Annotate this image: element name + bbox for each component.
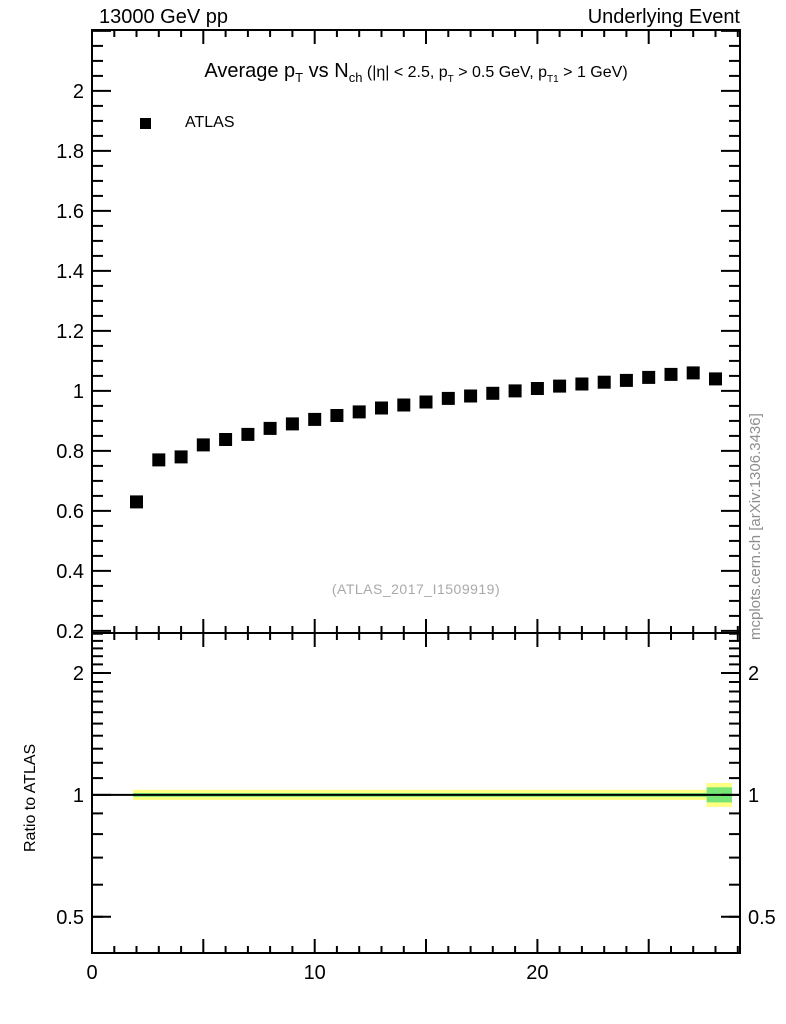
svg-text:1.6: 1.6: [56, 201, 84, 223]
chart-content: 0 10 20 0.2 0.4 0.6 0.8 1 1.2 1.4 1.6 1.8 2 2 2 1 1 0.5 0.…: [56, 29, 776, 984]
svg-text:1: 1: [73, 785, 84, 807]
data-point: [375, 401, 388, 415]
data-point: [219, 433, 233, 446]
svg-text:1.2: 1.2: [56, 321, 84, 343]
data-point: [130, 495, 143, 509]
data-point: [352, 405, 366, 419]
svg-text:0.8: 0.8: [56, 441, 84, 463]
data-point: [709, 372, 722, 386]
title-segment: vs N: [303, 60, 349, 82]
data-point: [330, 409, 344, 422]
data-point: [597, 375, 611, 389]
legend-item: ATLAS: [140, 112, 235, 134]
svg-text:2: 2: [73, 663, 84, 685]
title-segment: > 1 GeV): [558, 64, 628, 81]
header-analysis-type: Underlying Event: [587, 6, 740, 28]
data-point: [530, 382, 544, 395]
data-point: [508, 384, 522, 398]
svg-text:0: 0: [86, 962, 97, 984]
legend-label: ATLAS: [185, 114, 235, 131]
svg-text:0.6: 0.6: [56, 501, 84, 523]
svg-text:1.8: 1.8: [56, 141, 84, 163]
data-point: [664, 367, 678, 381]
ratio-panel-frame: [91, 632, 741, 954]
data-point: [419, 395, 433, 409]
svg-text:0.5: 0.5: [56, 907, 84, 929]
data-point: [686, 366, 700, 380]
data-point: [152, 453, 166, 467]
data-point: [486, 386, 500, 400]
svg-text:1: 1: [73, 381, 84, 403]
svg-text:20: 20: [526, 962, 548, 984]
data-point: [397, 398, 411, 412]
data-point: [241, 427, 255, 441]
data-point: [575, 377, 589, 391]
title-segment: T: [447, 74, 454, 85]
svg-text:2: 2: [748, 663, 759, 685]
data-point: [285, 417, 299, 431]
data-point: [464, 389, 478, 403]
data-point: [308, 412, 322, 426]
title-segment: Average p: [204, 60, 296, 82]
data-point: [174, 450, 188, 464]
ratio-axis-label: Ratio to ATLAS: [22, 743, 39, 852]
title-segment: ch: [348, 70, 363, 85]
filled-square-icon: [140, 117, 151, 129]
title-segment: > 0.5 GeV, p: [453, 64, 548, 81]
data-point: [553, 379, 567, 393]
title-segment: T: [295, 70, 304, 85]
svg-text:10: 10: [304, 962, 326, 984]
svg-text:0.5: 0.5: [748, 907, 776, 929]
data-point: [619, 373, 633, 387]
data-point: [263, 421, 277, 435]
data-point: [441, 391, 455, 405]
header-beam-energy: 13000 GeV pp: [99, 6, 228, 28]
side-note-mcplots: mcplots.cern.ch [arXiv:1306.3436]: [747, 413, 764, 640]
svg-text:1: 1: [748, 785, 759, 807]
legend: ATLAS: [140, 112, 235, 134]
svg-text:1.4: 1.4: [56, 261, 84, 283]
svg-text:0.4: 0.4: [56, 561, 84, 583]
title-segment: (|η| < 2.5, p: [362, 64, 448, 81]
title-segment: T1: [547, 74, 559, 85]
svg-text:0.2: 0.2: [56, 621, 84, 643]
svg-text:2: 2: [73, 81, 84, 103]
plot-title: Average pT vs Nch (|η| < 2.5, pT > 0.5 G…: [92, 60, 740, 85]
data-point: [642, 370, 656, 384]
watermark-analysis-id: (ATLAS_2017_I1509919): [331, 581, 501, 597]
data-point: [196, 438, 210, 452]
